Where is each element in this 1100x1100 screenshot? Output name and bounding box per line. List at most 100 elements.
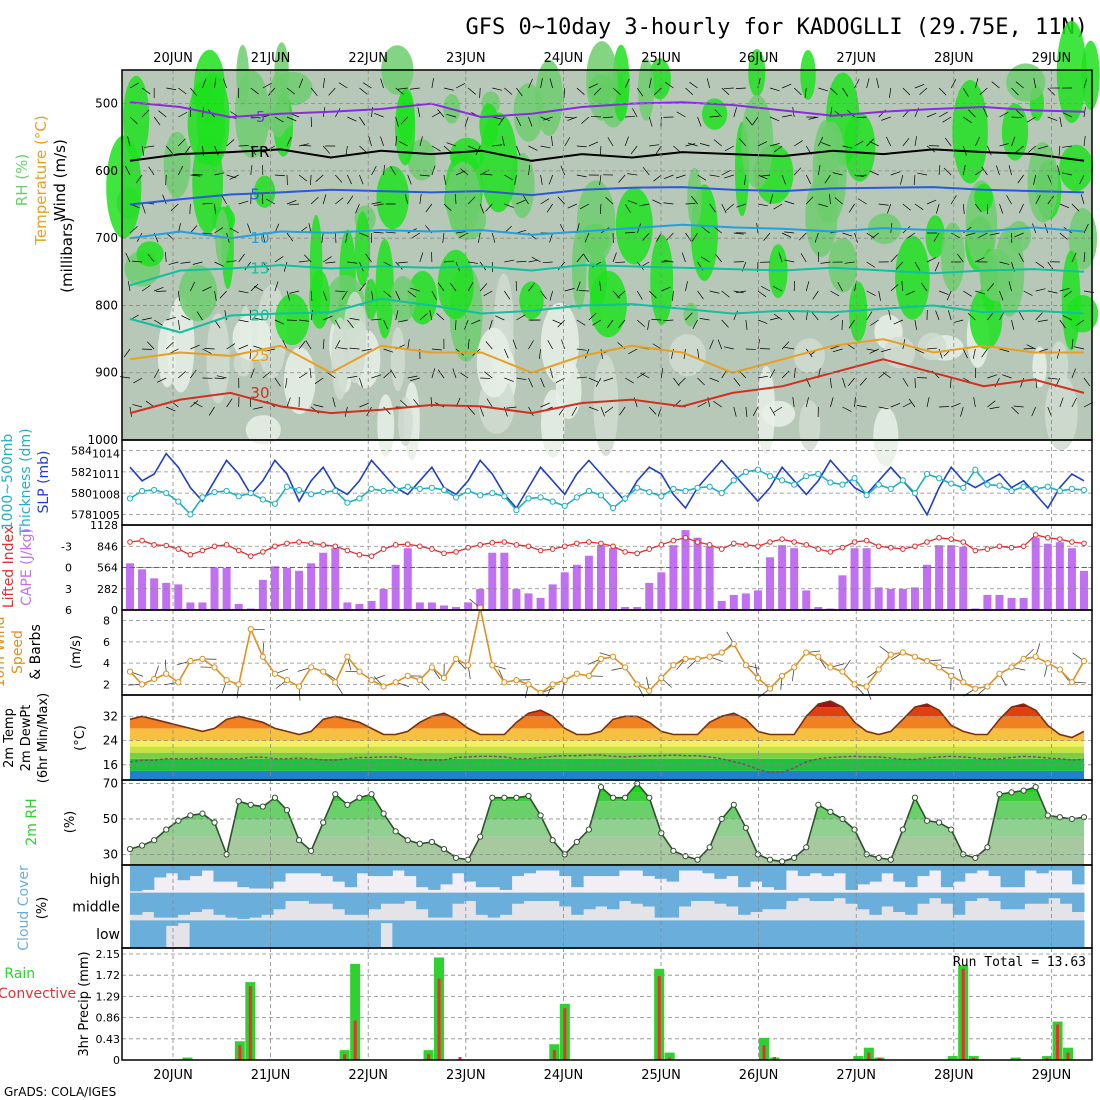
wind-speed-point bbox=[271, 670, 279, 677]
wind-barb bbox=[974, 78, 979, 89]
wind-barb bbox=[540, 116, 550, 122]
wind-barb bbox=[811, 312, 819, 321]
thickness-point bbox=[875, 481, 882, 488]
panels: -5FR51015202530500600700800900100020JUN2… bbox=[0, 20, 1100, 1083]
lifted-point bbox=[465, 544, 471, 551]
wind-barb bbox=[1035, 195, 1041, 205]
rh2m-point bbox=[1044, 812, 1051, 819]
cloud-bar bbox=[845, 892, 858, 904]
cape-bar bbox=[802, 590, 811, 610]
wind-barb bbox=[700, 256, 710, 263]
cloud-bar bbox=[332, 920, 346, 948]
lifted-point bbox=[417, 543, 423, 550]
wind-barb bbox=[214, 227, 224, 234]
cloud-bar bbox=[130, 920, 143, 948]
wind-speed-point bbox=[320, 668, 327, 675]
x-tick-label-bottom: 28JUN bbox=[934, 1068, 974, 1083]
cloud-bar bbox=[285, 920, 298, 948]
wind-barb bbox=[576, 281, 581, 292]
wind-barb bbox=[878, 406, 889, 410]
wind-barb bbox=[492, 87, 503, 91]
wind-barb bbox=[226, 260, 237, 263]
wind-barb bbox=[805, 196, 814, 205]
wind-barb bbox=[889, 87, 892, 98]
rh2m-point bbox=[320, 819, 327, 826]
wind-barb bbox=[322, 290, 327, 301]
cloud-bar bbox=[463, 920, 477, 948]
wind-barb bbox=[800, 253, 807, 263]
cloud-bar bbox=[821, 920, 835, 948]
wind-speed-point bbox=[718, 649, 725, 656]
thickness-point bbox=[754, 466, 762, 473]
cape-bar bbox=[355, 603, 364, 610]
wind-barb bbox=[1071, 397, 1077, 408]
wind-barb bbox=[495, 315, 505, 321]
wind-barb bbox=[467, 196, 476, 205]
lifted-point bbox=[851, 539, 858, 545]
cape-bar bbox=[717, 600, 726, 610]
lifted-point bbox=[827, 549, 834, 555]
wind-barb bbox=[431, 145, 441, 152]
wind-barb bbox=[1033, 78, 1037, 89]
wind-speed-point bbox=[791, 664, 798, 671]
y-tick-label: 30 bbox=[103, 847, 118, 861]
y-tick-label: 700 bbox=[95, 231, 118, 245]
rh-band bbox=[130, 836, 1084, 865]
wind-barb bbox=[820, 142, 831, 147]
cloud-bar bbox=[440, 920, 453, 948]
temp-bands bbox=[130, 701, 1084, 780]
rh2m-point bbox=[622, 794, 629, 801]
cloud-row-label: low bbox=[96, 927, 120, 943]
rh-shade bbox=[196, 72, 230, 167]
cloud-bar bbox=[917, 892, 930, 904]
wind-barb bbox=[253, 285, 264, 292]
wind-barb bbox=[757, 203, 768, 207]
rh2m-point bbox=[742, 824, 749, 831]
wind-barb bbox=[547, 340, 553, 350]
y-tick-label: 578 bbox=[71, 508, 92, 521]
wind-barb bbox=[890, 403, 901, 408]
lifted-point bbox=[984, 546, 991, 552]
wind-barb bbox=[492, 144, 503, 147]
cloud-bar bbox=[153, 865, 167, 878]
wind-barb bbox=[606, 319, 614, 329]
rh-shade bbox=[748, 49, 766, 97]
wind-barb bbox=[546, 203, 553, 213]
cloud-bar bbox=[881, 920, 894, 948]
cape-bar bbox=[923, 564, 932, 610]
cloud-bar bbox=[714, 920, 727, 948]
x-tick-label-bottom: 27JUN bbox=[836, 1068, 876, 1083]
cloud-bar bbox=[273, 892, 286, 910]
wind-barb bbox=[323, 315, 333, 321]
wind-barb bbox=[583, 253, 590, 263]
cloud-bar bbox=[1012, 892, 1025, 910]
cloud-bar bbox=[475, 920, 489, 948]
wind-barb bbox=[528, 259, 539, 263]
wind-speed-point bbox=[489, 662, 496, 669]
cloud-bar bbox=[773, 920, 787, 948]
cloud-bar bbox=[666, 892, 680, 918]
wind-barb bbox=[153, 369, 160, 379]
rh-shade bbox=[576, 180, 616, 264]
wind-barb bbox=[125, 252, 131, 263]
wind-speed-point bbox=[428, 664, 435, 671]
cloud-bar bbox=[1048, 892, 1061, 899]
rh-shade bbox=[1044, 375, 1078, 451]
slp-line bbox=[129, 452, 1085, 517]
wind-speed-point bbox=[259, 653, 266, 660]
wind-barb bbox=[345, 145, 348, 156]
wind-barb bbox=[1047, 377, 1058, 380]
wind-barb bbox=[470, 319, 481, 325]
wind-barb bbox=[202, 286, 212, 292]
wind-barb bbox=[917, 377, 928, 379]
contour-label: -5 bbox=[250, 108, 265, 126]
wind-barb bbox=[697, 116, 702, 127]
lifted-point bbox=[670, 537, 677, 544]
wind-barb bbox=[141, 145, 145, 156]
wind-barb bbox=[1011, 136, 1016, 147]
cloud-bar bbox=[487, 892, 501, 918]
precip-total-bar bbox=[1042, 1056, 1053, 1060]
wind-barb bbox=[950, 377, 952, 388]
rh2m-point bbox=[694, 856, 701, 863]
wind-barb bbox=[1083, 223, 1089, 234]
